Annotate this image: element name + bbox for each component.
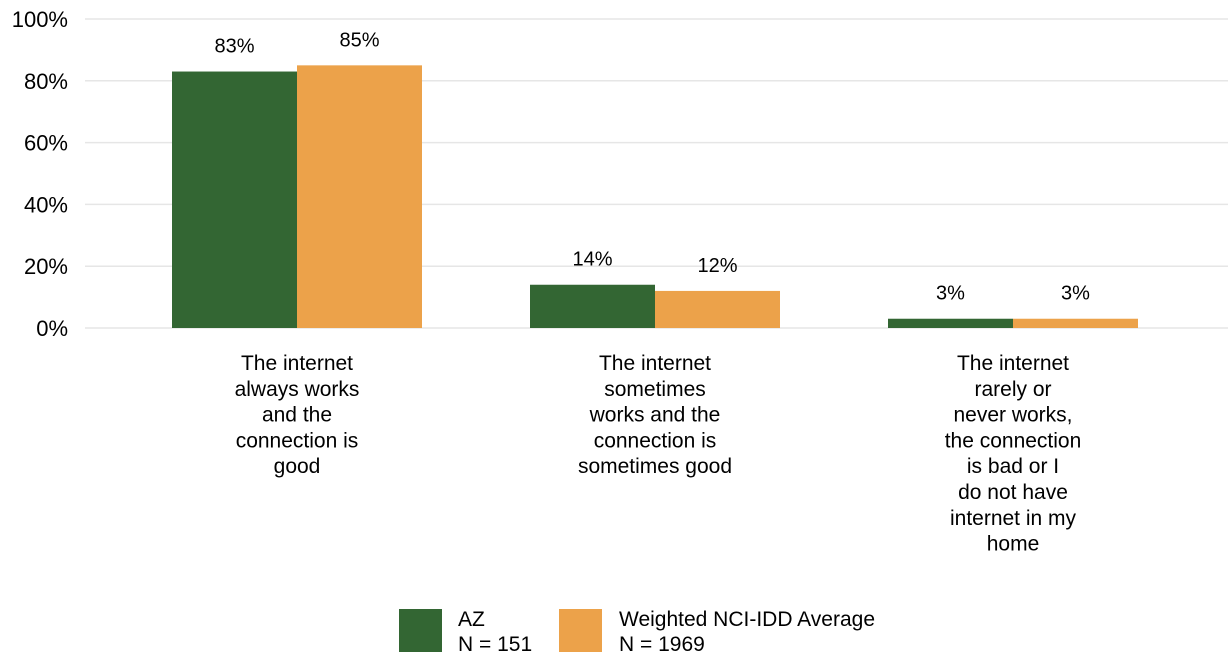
data-label: 85%: [339, 29, 379, 51]
category-label-line: always works: [235, 378, 360, 401]
category-label: The internet sometimes works and the connec…: [578, 352, 732, 478]
category-label-line: The internet: [957, 352, 1069, 375]
category-label-line: connection is: [236, 429, 359, 452]
data-label: 3%: [936, 283, 965, 305]
category-label-line: sometimes: [604, 378, 706, 401]
legend-sample-size: N = 151: [458, 633, 532, 656]
category-label-line: connection is: [594, 429, 717, 452]
legend-swatch: [559, 609, 602, 652]
category-label: The internet rarely or never works, the con…: [945, 352, 1082, 556]
category-label-line: The internet: [599, 352, 711, 375]
y-axis-tick-labels: 0% 20% 40% 60% 80% 100%: [12, 7, 68, 341]
y-tick-label: 0%: [36, 316, 68, 341]
y-tick-label: 100%: [12, 7, 68, 32]
category-labels: The internet always works and the connectio…: [235, 352, 1082, 556]
category-label-line: never works,: [953, 404, 1072, 427]
category-label-line: do not have: [958, 481, 1068, 504]
data-label: 83%: [214, 36, 254, 58]
category-label-line: good: [274, 455, 321, 478]
category-label-line: and the: [262, 404, 332, 427]
category-label-line: home: [987, 533, 1040, 556]
data-label: 3%: [1061, 283, 1090, 305]
bar-az: [530, 284, 655, 328]
y-tick-label: 80%: [24, 69, 68, 94]
data-labels: 83% 14% 3% 85% 12% 3%: [214, 29, 1090, 304]
bar-weighted-average: [1013, 318, 1138, 328]
category-label-line: the connection: [945, 429, 1082, 452]
y-tick-label: 60%: [24, 131, 68, 156]
category-label-line: works and the: [589, 404, 721, 427]
bar-az: [172, 71, 297, 328]
category-label-line: rarely or: [974, 378, 1051, 401]
y-tick-label: 40%: [24, 192, 68, 217]
data-label: 14%: [572, 249, 612, 271]
category-label-line: The internet: [241, 352, 353, 375]
bar-weighted-average: [655, 290, 780, 328]
legend-sample-size: N = 1969: [619, 633, 705, 656]
y-tick-label: 20%: [24, 254, 68, 279]
category-label: The internet always works and the connectio…: [235, 352, 360, 478]
category-label-line: internet in my: [950, 507, 1077, 530]
legend-swatch: [399, 609, 442, 652]
bars: [172, 65, 1138, 328]
legend-series-name: Weighted NCI-IDD Average: [619, 608, 875, 631]
category-label-line: is bad or I: [967, 455, 1059, 478]
bar-az: [888, 318, 1013, 328]
category-label-line: sometimes good: [578, 455, 732, 478]
legend-series-name: AZ: [458, 608, 485, 631]
bar-weighted-average: [297, 65, 422, 328]
data-label: 12%: [697, 255, 737, 277]
